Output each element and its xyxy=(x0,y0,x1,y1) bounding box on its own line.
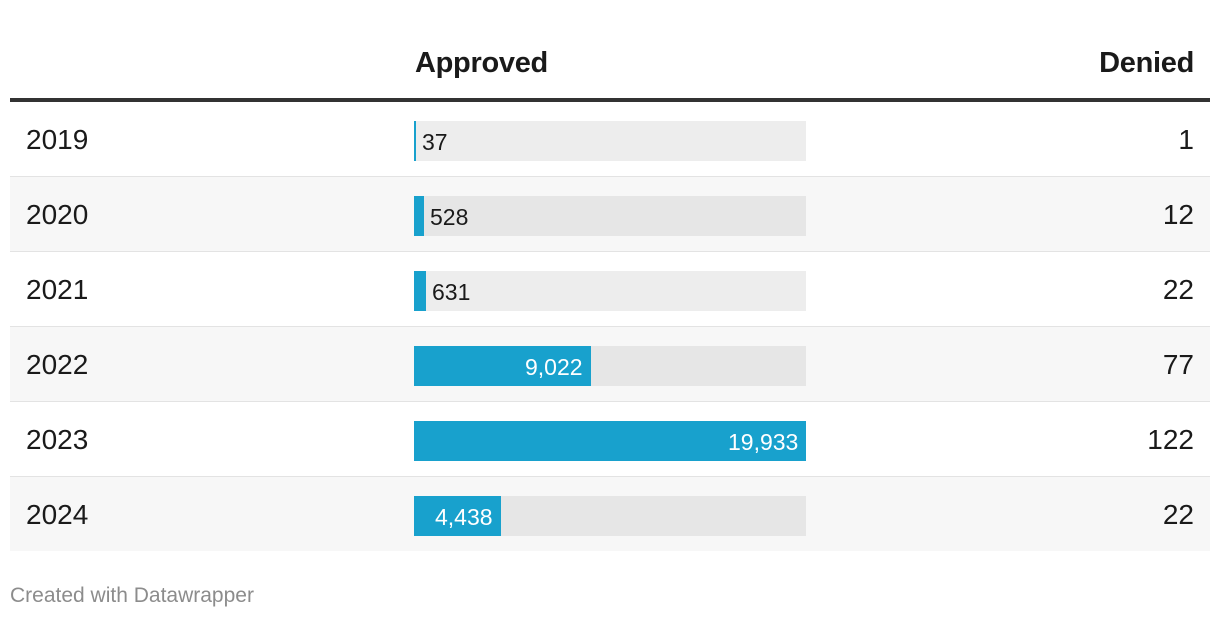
table-body: 2019 37 1 2020 528 12 2021 631 22 2022 9,022 77 2023… xyxy=(10,102,1210,551)
approved-bar-track: 19,933 xyxy=(414,421,806,461)
approved-value-label: 528 xyxy=(430,204,469,230)
column-header-denied: Denied xyxy=(1099,47,1194,79)
approved-value-label: 19,933 xyxy=(728,429,799,455)
data-table: Approved Denied 2019 37 1 2020 528 12 2021 631 2… xyxy=(10,28,1210,551)
approved-bar xyxy=(414,121,416,161)
column-header-approved: Approved xyxy=(415,47,548,79)
table-row: 2019 37 1 xyxy=(10,102,1210,177)
denied-cell: 22 xyxy=(1162,274,1194,305)
table-row: 2020 528 12 xyxy=(10,177,1210,252)
approved-bar xyxy=(414,271,426,311)
table-row: 2022 9,022 77 xyxy=(10,327,1210,402)
table-header: Approved Denied xyxy=(10,28,1210,102)
approved-bar xyxy=(414,421,806,461)
footer-credit: Created with Datawrapper xyxy=(10,584,254,607)
denied-cell: 22 xyxy=(1162,499,1194,530)
approved-value-label: 4,438 xyxy=(435,504,493,530)
approved-value-label: 9,022 xyxy=(525,354,583,380)
denied-cell: 1 xyxy=(1178,124,1194,155)
denied-cell: 77 xyxy=(1162,349,1194,380)
denied-cell: 122 xyxy=(1147,424,1194,455)
year-cell: 2020 xyxy=(26,199,89,230)
table-row: 2021 631 22 xyxy=(10,252,1210,327)
denied-cell: 12 xyxy=(1162,199,1194,230)
approved-bar xyxy=(414,196,424,236)
approved-bar xyxy=(414,346,591,386)
approved-value-label: 631 xyxy=(432,279,471,305)
approved-bar-track: 9,022 xyxy=(414,346,806,386)
approved-bar-track: 4,438 xyxy=(414,496,806,536)
year-cell: 2019 xyxy=(26,124,89,155)
year-cell: 2021 xyxy=(26,274,89,305)
approved-bar-track: 631 xyxy=(414,271,806,311)
approved-bar xyxy=(414,496,501,536)
approved-value-label: 37 xyxy=(422,129,448,155)
approved-bar-track: 37 xyxy=(414,121,806,161)
year-cell: 2022 xyxy=(26,349,89,380)
table-row: 2024 4,438 22 xyxy=(10,477,1210,551)
approved-bar-track: 528 xyxy=(414,196,806,236)
year-cell: 2023 xyxy=(26,424,89,455)
table-row: 2023 19,933 122 xyxy=(10,402,1210,477)
year-cell: 2024 xyxy=(26,499,89,530)
